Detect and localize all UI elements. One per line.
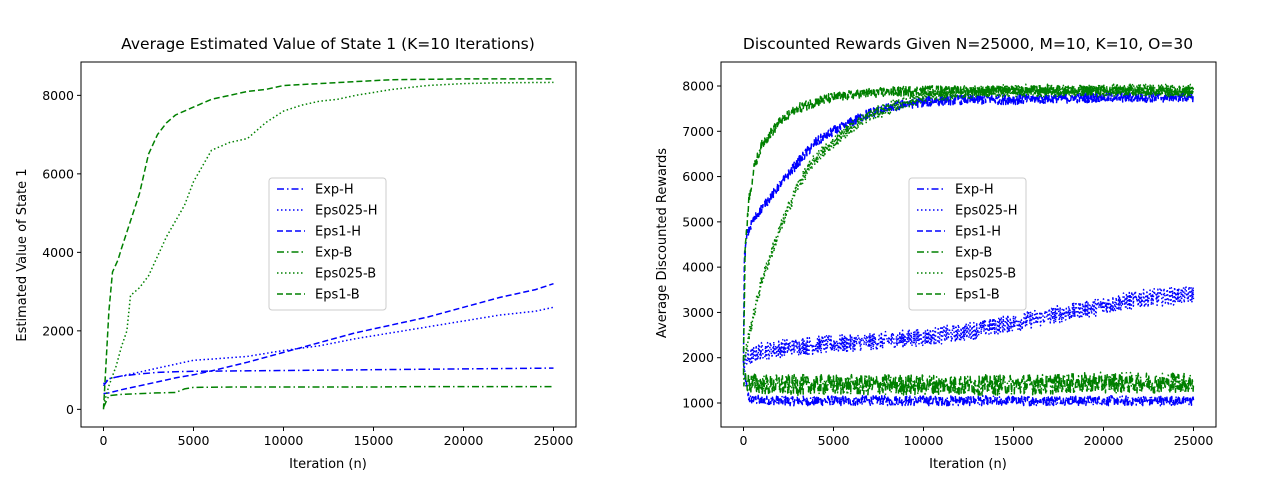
series-line <box>742 360 1195 407</box>
series-line <box>103 282 554 395</box>
y-axis-label: Average Discounted Rewards <box>655 148 670 338</box>
series-line <box>102 81 554 406</box>
chart-title: Average Estimated Value of State 1 (K=10… <box>121 35 535 53</box>
x-tick-label: 0 <box>100 433 108 448</box>
y-tick-label: 2000 <box>42 323 74 338</box>
x-tick-label: 5000 <box>178 433 210 448</box>
y-tick-label: 4000 <box>42 245 74 260</box>
x-tick-label: 5000 <box>818 433 850 448</box>
series-line <box>742 84 1195 362</box>
legend: Exp-H Eps025-H Eps1-H Exp-B Eps025-B Eps1-B <box>268 177 387 311</box>
axes-frame <box>80 61 577 428</box>
legend: Exp-H Eps025-H Eps1-H Exp-B Eps025-B Eps1-B <box>908 177 1027 311</box>
chart-title: Discounted Rewards Given N=25000, M=10, … <box>743 35 1193 53</box>
legend-entry: Eps025-H <box>315 204 378 219</box>
legend-entry: Eps1-H <box>315 225 361 240</box>
series-line <box>742 83 1194 368</box>
y-tick-label: 6000 <box>42 166 74 181</box>
x-tick-label: 20000 <box>444 433 484 448</box>
axes-frame <box>720 61 1217 428</box>
chart-estimated-value: Average Estimated Value of State 1 (K=10… <box>15 35 577 472</box>
y-tick-label: 2000 <box>682 350 714 365</box>
series-line <box>742 368 1195 397</box>
x-tick-label: 15000 <box>994 433 1034 448</box>
x-tick-label: 0 <box>740 433 748 448</box>
x-tick-label: 25000 <box>1174 433 1214 448</box>
legend-entry: Eps025-H <box>955 204 1018 219</box>
chart-discounted-rewards: Discounted Rewards Given N=25000, M=10, … <box>655 35 1217 472</box>
plot-area: 0 5000 10000 15000 20000 25000 0 2000 4000 6000 80… <box>42 61 577 448</box>
legend-entry: Eps1-H <box>955 225 1001 240</box>
plot-area: 0 5000 10000 15000 20000 25000 1000 2000 3000 400… <box>682 61 1217 448</box>
y-tick-label: 8000 <box>682 79 714 94</box>
series-line <box>102 306 554 385</box>
legend-entry: Eps025-B <box>955 267 1016 282</box>
legend-entry: Exp-H <box>955 183 994 198</box>
series-line <box>102 78 554 410</box>
y-tick-label: 1000 <box>682 395 714 410</box>
y-tick-label: 7000 <box>682 124 714 139</box>
x-axis-label: Iteration (n) <box>289 457 367 472</box>
legend-entry: Eps1-B <box>315 288 360 303</box>
y-tick-label: 6000 <box>682 169 714 184</box>
legend-entry: Exp-B <box>955 246 992 261</box>
y-axis-label: Estimated Value of State 1 <box>15 168 30 341</box>
y-tick-label: 0 <box>66 402 74 417</box>
legend-entry: Eps025-B <box>315 267 376 282</box>
legend-entry: Exp-H <box>315 183 354 198</box>
legend-entry: Exp-B <box>315 246 352 261</box>
legend-entry: Eps1-B <box>955 288 1000 303</box>
y-tick-label: 3000 <box>682 305 714 320</box>
x-tick-label: 20000 <box>1084 433 1124 448</box>
x-tick-label: 15000 <box>354 433 394 448</box>
x-axis-label: Iteration (n) <box>929 457 1007 472</box>
series-line <box>102 385 554 408</box>
x-tick-label: 25000 <box>534 433 574 448</box>
y-tick-label: 4000 <box>682 260 714 275</box>
y-tick-label: 8000 <box>42 88 74 103</box>
x-tick-label: 10000 <box>264 433 304 448</box>
series-line <box>742 285 1195 375</box>
x-tick-label: 10000 <box>904 433 944 448</box>
series-line <box>102 367 554 387</box>
y-tick-label: 5000 <box>682 214 714 229</box>
